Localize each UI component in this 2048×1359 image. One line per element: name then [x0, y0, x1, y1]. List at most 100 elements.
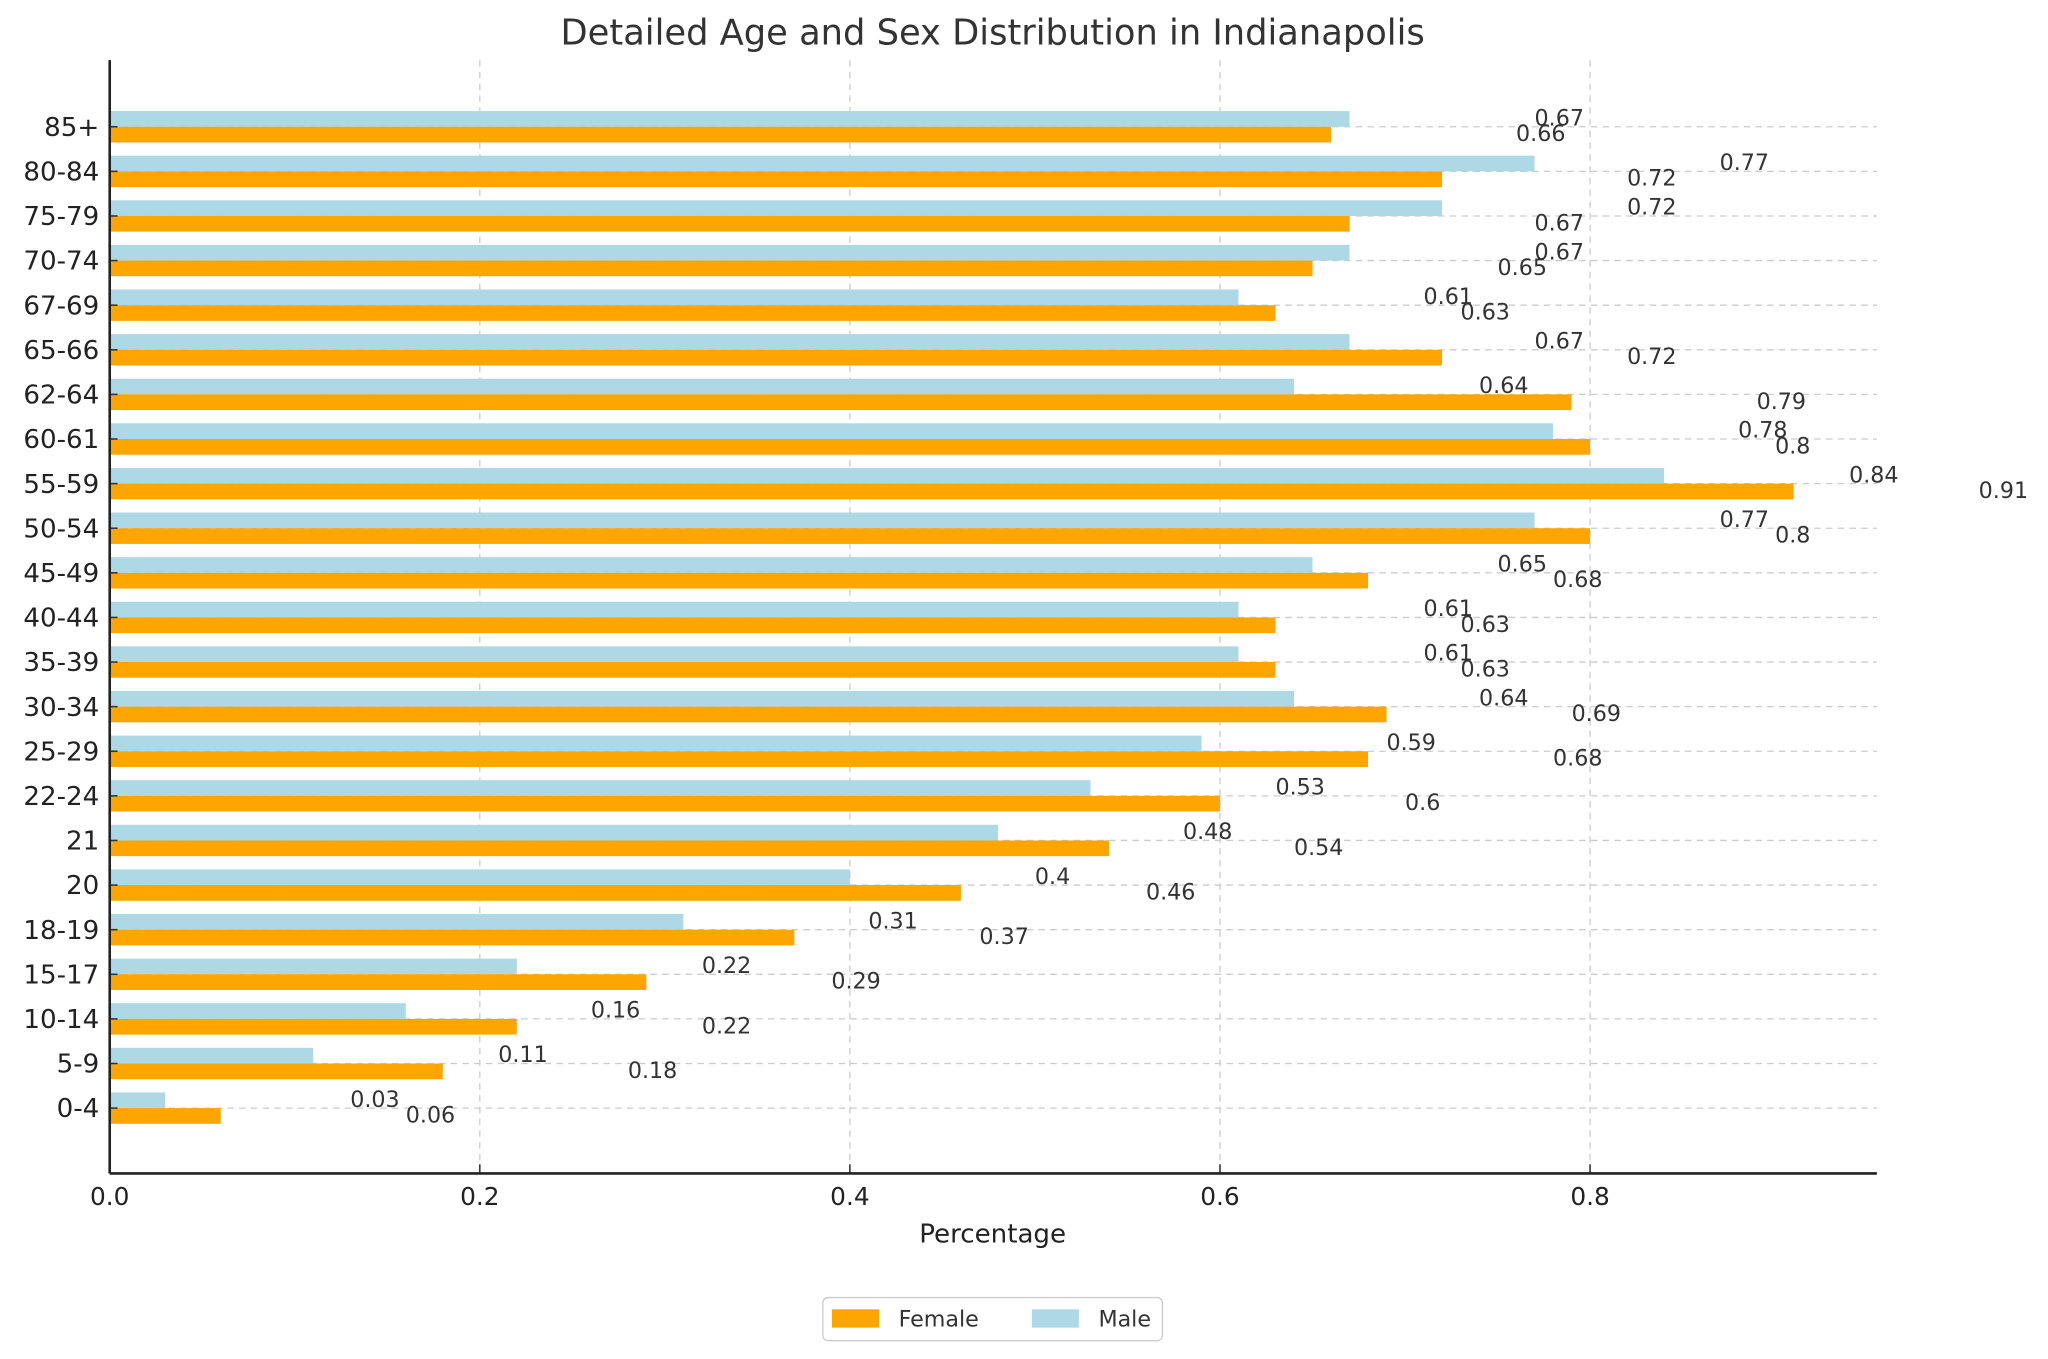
legend-swatch-female — [832, 1309, 880, 1328]
bar-male-5-9 — [109, 1047, 314, 1064]
data-label-female: 0.46 — [1146, 879, 1195, 905]
bar-female-62-64 — [109, 394, 1572, 411]
y-tick-label: 40-44 — [23, 604, 99, 634]
x-tick-label: 0.0 — [90, 1182, 129, 1211]
data-label-female: 0.67 — [1535, 210, 1584, 236]
legend-label-female: Female — [899, 1306, 979, 1332]
y-tick-label: 25-29 — [23, 737, 99, 767]
bar-male-60-61 — [109, 423, 1554, 440]
data-label-male: 0.61 — [1424, 641, 1473, 667]
data-label-male: 0.67 — [1535, 105, 1584, 131]
bar-female-35-39 — [109, 662, 1276, 678]
chart-title: Detailed Age and Sex Distribution in Ind… — [561, 12, 1425, 53]
data-label-male: 0.67 — [1535, 328, 1584, 354]
bar-male-62-64 — [109, 378, 1295, 395]
y-tick-label: 22-24 — [23, 782, 99, 812]
x-axis-label: Percentage — [919, 1220, 1066, 1250]
data-label-male: 0.61 — [1424, 284, 1473, 310]
data-label-male: 0.53 — [1276, 775, 1325, 801]
bar-female-18-19 — [109, 929, 795, 946]
data-label-female: 0.68 — [1553, 567, 1602, 593]
bar-female-30-34 — [109, 706, 1387, 723]
bar-male-0-4 — [109, 1092, 166, 1109]
data-label-male: 0.16 — [591, 998, 640, 1024]
y-tick-label: 30-34 — [23, 693, 99, 723]
data-label-female: 0.63 — [1461, 300, 1510, 326]
bar-male-85+ — [109, 111, 1350, 127]
data-label-female: 0.66 — [1516, 121, 1565, 147]
data-label-female: 0.29 — [831, 969, 880, 995]
bar-female-0-4 — [109, 1108, 221, 1124]
data-label-male: 0.22 — [702, 953, 751, 979]
bar-female-15-17 — [109, 974, 647, 990]
bar-female-45-49 — [109, 572, 1369, 589]
bar-male-15-17 — [109, 958, 517, 975]
bar-female-85+ — [109, 126, 1332, 143]
bar-female-60-61 — [109, 439, 1591, 455]
bar-male-55-59 — [109, 467, 1665, 484]
y-tick-label: 50-54 — [23, 514, 99, 544]
y-tick-label: 75-79 — [23, 202, 99, 232]
y-tick-label: 5-9 — [57, 1050, 100, 1080]
bar-female-5-9 — [109, 1063, 443, 1080]
bar-female-65-66 — [109, 349, 1443, 366]
y-tick-label: 35-39 — [23, 648, 99, 678]
bar-male-18-19 — [109, 913, 684, 930]
data-label-female: 0.63 — [1461, 656, 1510, 682]
bar-male-67-69 — [109, 289, 1239, 306]
legend-label-male: Male — [1098, 1306, 1151, 1332]
data-label-male: 0.72 — [1627, 195, 1676, 221]
data-label-male: 0.77 — [1720, 150, 1769, 176]
bar-male-25-29 — [109, 735, 1202, 752]
data-label-male: 0.59 — [1387, 730, 1436, 756]
bar-female-21 — [109, 840, 1109, 857]
y-tick-label: 18-19 — [23, 916, 99, 946]
bar-male-30-34 — [109, 690, 1295, 707]
data-label-female: 0.63 — [1461, 612, 1510, 638]
data-label-male: 0.03 — [350, 1087, 399, 1113]
bar-male-70-74 — [109, 244, 1350, 261]
bar-male-45-49 — [109, 557, 1313, 573]
y-tick-label: 10-14 — [23, 1005, 99, 1035]
bar-female-10-14 — [109, 1018, 517, 1035]
y-tick-label: 65-66 — [23, 336, 99, 366]
bar-female-25-29 — [109, 751, 1369, 767]
x-tick-label: 0.8 — [1570, 1182, 1609, 1211]
data-label-female: 0.91 — [1979, 478, 2028, 504]
y-tick-label: 70-74 — [23, 247, 99, 277]
data-label-female: 0.79 — [1757, 389, 1806, 415]
data-label-male: 0.67 — [1535, 239, 1584, 265]
bar-female-40-44 — [109, 617, 1276, 634]
bar-female-20 — [109, 885, 961, 901]
bar-female-70-74 — [109, 260, 1313, 277]
y-tick-label: 85+ — [44, 113, 99, 143]
data-label-male: 0.61 — [1424, 596, 1473, 622]
y-tick-label: 15-17 — [23, 960, 99, 990]
bar-female-55-59 — [109, 483, 1794, 500]
y-tick-label: 55-59 — [23, 470, 99, 500]
bar-female-67-69 — [109, 305, 1276, 321]
data-label-female: 0.72 — [1627, 166, 1676, 192]
bar-male-10-14 — [109, 1003, 406, 1019]
bar-male-20 — [109, 869, 850, 886]
bar-male-50-54 — [109, 512, 1535, 529]
data-label-male: 0.31 — [868, 908, 917, 934]
x-tick-label: 0.4 — [830, 1182, 869, 1211]
data-label-male: 0.84 — [1849, 462, 1898, 488]
data-label-female: 0.37 — [979, 924, 1028, 950]
y-tick-label: 62-64 — [23, 381, 99, 411]
legend-swatch-male — [1031, 1309, 1079, 1328]
y-tick-label: 0-4 — [57, 1094, 100, 1124]
bar-male-65-66 — [109, 334, 1350, 350]
data-label-male: 0.64 — [1479, 685, 1528, 711]
data-label-female: 0.68 — [1553, 746, 1602, 772]
data-label-male: 0.64 — [1479, 373, 1528, 399]
bar-male-21 — [109, 824, 998, 841]
y-tick-label: 21 — [66, 827, 99, 857]
data-label-male: 0.11 — [498, 1042, 547, 1068]
data-label-female: 0.6 — [1405, 790, 1440, 816]
bar-male-22-24 — [109, 780, 1091, 796]
data-label-female: 0.22 — [702, 1013, 751, 1039]
data-label-male: 0.65 — [1498, 552, 1547, 578]
